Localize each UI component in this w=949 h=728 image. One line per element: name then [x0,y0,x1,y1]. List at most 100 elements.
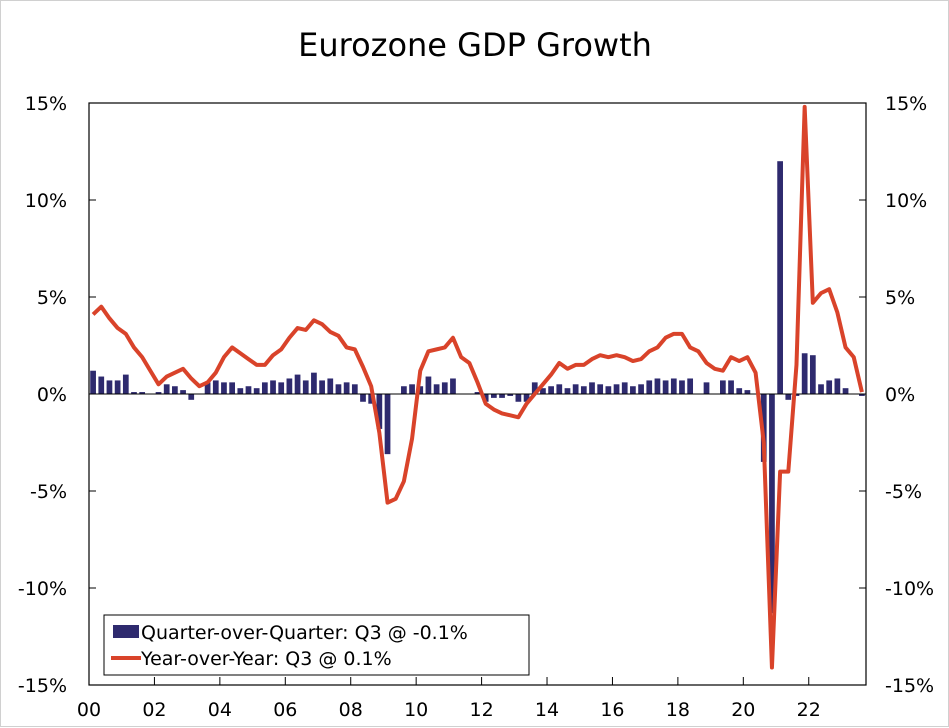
legend-bar-swatch [113,625,139,638]
qoq-bar [531,382,538,394]
x-tick-label: 08 [339,699,363,721]
qoq-bar [384,394,391,455]
qoq-bar [589,382,595,394]
qoq-bar [204,382,211,394]
qoq-bar [630,386,636,394]
qoq-bar [253,388,260,394]
qoq-bar [441,382,448,394]
qoq-bar [490,394,497,398]
qoq-bar [687,378,694,394]
qoq-bar [769,394,775,614]
y-left-tick-label: -15% [18,675,67,697]
qoq-bar [261,382,268,394]
qoq-bar [122,374,129,394]
qoq-bar [319,380,325,394]
x-tick-label: 14 [535,699,559,721]
y-left-tick-label: 15% [25,93,67,115]
qoq-bar [139,392,146,394]
qoq-bar [580,386,587,394]
qoq-bar [327,378,334,394]
legend-qoq-label: Quarter-over-Quarter: Q3 @ -0.1% [141,622,468,644]
qoq-bar [229,382,235,394]
qoq-bar [425,376,432,394]
qoq-bar [679,380,685,394]
qoq-bar [785,394,792,400]
x-tick-label: 16 [600,699,624,721]
qoq-bar [613,384,620,394]
qoq-bar [597,384,604,394]
qoq-bar [409,384,415,394]
qoq-bar [801,353,808,394]
qoq-bar [809,355,816,394]
qoq-bar [662,380,669,394]
y-left-tick-label: -10% [18,578,67,600]
qoq-bar [515,394,522,402]
qoq-bar [294,374,301,394]
qoq-bar [351,384,358,394]
qoq-bar [842,388,849,394]
qoq-bar [401,386,407,394]
qoq-bar [163,384,170,394]
qoq-bar [556,384,563,394]
y-axis-right-ticks: 15% 10% 5% 0% -5% -10% -15% [859,93,934,697]
qoq-bar [212,380,219,394]
qoq-bar [98,376,105,394]
qoq-bar [826,380,833,394]
y-right-tick-label: 0% [885,384,915,406]
qoq-bar [564,388,571,394]
qoq-bar [793,394,800,396]
x-tick-label: 20 [731,699,755,721]
x-tick-label: 00 [77,699,101,721]
qoq-bar [237,388,244,394]
chart-title: Eurozone GDP Growth [298,26,652,64]
y-right-tick-label: -15% [885,675,934,697]
yoy-line [91,104,864,670]
qoq-bar [376,394,383,429]
qoq-bar [777,161,783,394]
qoq-bar [523,394,530,402]
x-tick-label: 06 [273,699,297,721]
y-right-tick-label: 5% [885,287,915,309]
qoq-bar [368,394,375,404]
qoq-bar [278,382,285,394]
y-left-tick-label: 0% [37,384,67,406]
y-right-tick-label: 15% [885,93,927,115]
qoq-bar [172,386,178,394]
qoq-bar [114,380,121,394]
qoq-bars [90,161,865,614]
qoq-bar [859,394,865,396]
y-left-tick-label: -5% [30,481,67,503]
qoq-bar [417,386,424,394]
qoq-bar [572,384,579,394]
qoq-bar [270,380,276,394]
legend: Quarter-over-Quarter: Q3 @ -0.1% Year-ov… [103,614,530,676]
qoq-bar [703,382,710,394]
qoq-bar [343,382,350,394]
qoq-bar [155,392,162,394]
legend-yoy-label: Year-over-Year: Q3 @ 0.1% [140,648,392,670]
qoq-bar [670,378,677,394]
y-left-tick-label: 5% [37,287,67,309]
qoq-bar [131,392,137,394]
qoq-bar [507,394,514,396]
qoq-bar [834,378,841,394]
qoq-bar [638,384,644,394]
y-right-tick-label: -10% [885,578,934,600]
qoq-bar [311,372,317,394]
legend-box [103,614,530,676]
qoq-bar [335,384,342,394]
qoq-bar [106,380,113,394]
qoq-bar [433,384,440,394]
qoq-bar [728,380,734,394]
qoq-bar [474,392,481,394]
qoq-bar [548,386,554,394]
x-tick-label: 04 [208,699,232,721]
qoq-bar [221,382,227,394]
qoq-bar [286,378,293,394]
qoq-bar [245,386,252,394]
x-tick-label: 12 [469,699,493,721]
x-tick-label: 18 [666,699,690,721]
qoq-bar [90,370,96,394]
qoq-bar [302,380,309,394]
